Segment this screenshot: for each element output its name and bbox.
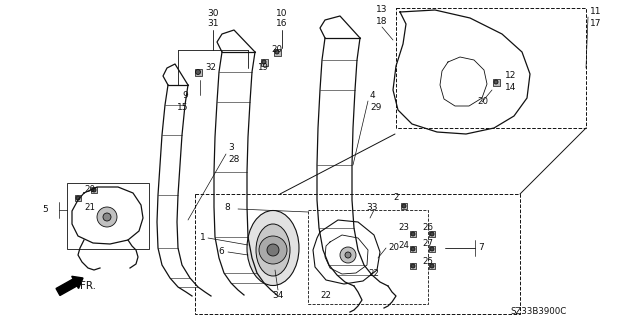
Text: 10: 10 — [276, 9, 288, 18]
Bar — [273, 48, 280, 56]
Ellipse shape — [256, 224, 290, 276]
Circle shape — [345, 252, 351, 258]
Bar — [410, 263, 416, 269]
Bar — [410, 246, 416, 252]
Text: 5: 5 — [42, 205, 48, 214]
Circle shape — [494, 80, 498, 84]
Text: 18: 18 — [376, 17, 388, 26]
Text: 2: 2 — [393, 194, 399, 203]
Text: FR.: FR. — [80, 281, 96, 291]
Circle shape — [340, 247, 356, 263]
Text: 16: 16 — [276, 19, 288, 28]
Text: 15: 15 — [177, 103, 188, 113]
Text: 21: 21 — [84, 204, 95, 212]
Text: 30: 30 — [207, 10, 219, 19]
Text: 32: 32 — [205, 63, 216, 72]
Circle shape — [430, 247, 434, 251]
Text: 3: 3 — [228, 144, 234, 152]
Bar — [396, 8, 586, 128]
Circle shape — [195, 70, 200, 75]
Bar — [429, 263, 435, 269]
Circle shape — [103, 213, 111, 221]
Text: 8: 8 — [224, 204, 230, 212]
Text: SZ33B3900C: SZ33B3900C — [510, 308, 566, 316]
FancyArrow shape — [56, 276, 83, 295]
Circle shape — [259, 236, 287, 264]
Text: 23: 23 — [398, 224, 409, 233]
Circle shape — [430, 232, 434, 236]
Circle shape — [262, 60, 266, 64]
Text: 14: 14 — [505, 84, 516, 93]
Circle shape — [76, 196, 80, 200]
Text: 31: 31 — [207, 19, 219, 28]
Text: 6: 6 — [218, 248, 224, 256]
Text: 22: 22 — [368, 270, 379, 278]
Circle shape — [92, 188, 96, 192]
Circle shape — [411, 264, 415, 268]
Text: 28: 28 — [228, 155, 239, 165]
Text: 26: 26 — [422, 224, 433, 233]
Bar — [260, 58, 268, 65]
Text: 17: 17 — [590, 19, 602, 27]
Text: 1: 1 — [200, 234, 205, 242]
Text: 20: 20 — [477, 98, 488, 107]
Text: 7: 7 — [478, 243, 484, 253]
Circle shape — [275, 50, 279, 54]
Bar — [195, 194, 520, 314]
Circle shape — [97, 207, 117, 227]
Text: 33: 33 — [366, 203, 378, 211]
Text: 13: 13 — [376, 5, 388, 14]
Bar — [410, 231, 416, 237]
Circle shape — [411, 247, 415, 251]
Text: 9: 9 — [182, 92, 188, 100]
Bar — [429, 231, 435, 237]
Circle shape — [267, 244, 279, 256]
Text: 29: 29 — [370, 102, 381, 112]
Circle shape — [402, 204, 406, 208]
Text: 24: 24 — [398, 241, 409, 250]
Text: 4: 4 — [370, 91, 376, 100]
Bar — [493, 78, 499, 85]
Bar — [195, 69, 202, 76]
Circle shape — [430, 264, 434, 268]
Bar — [308, 210, 428, 304]
Text: 27: 27 — [422, 240, 433, 249]
Bar — [401, 203, 407, 209]
Text: 12: 12 — [505, 71, 516, 80]
Text: 11: 11 — [590, 8, 602, 17]
Text: 25: 25 — [422, 257, 433, 266]
Bar — [75, 195, 81, 201]
Text: 20: 20 — [388, 243, 399, 253]
Text: 20: 20 — [271, 46, 282, 55]
Bar — [429, 246, 435, 252]
Bar — [91, 187, 97, 193]
Bar — [67, 183, 149, 249]
Text: 20: 20 — [84, 186, 95, 195]
Ellipse shape — [247, 211, 299, 286]
Circle shape — [411, 232, 415, 236]
Text: 19: 19 — [257, 63, 268, 72]
Text: 22: 22 — [320, 292, 331, 300]
Text: 34: 34 — [272, 292, 284, 300]
